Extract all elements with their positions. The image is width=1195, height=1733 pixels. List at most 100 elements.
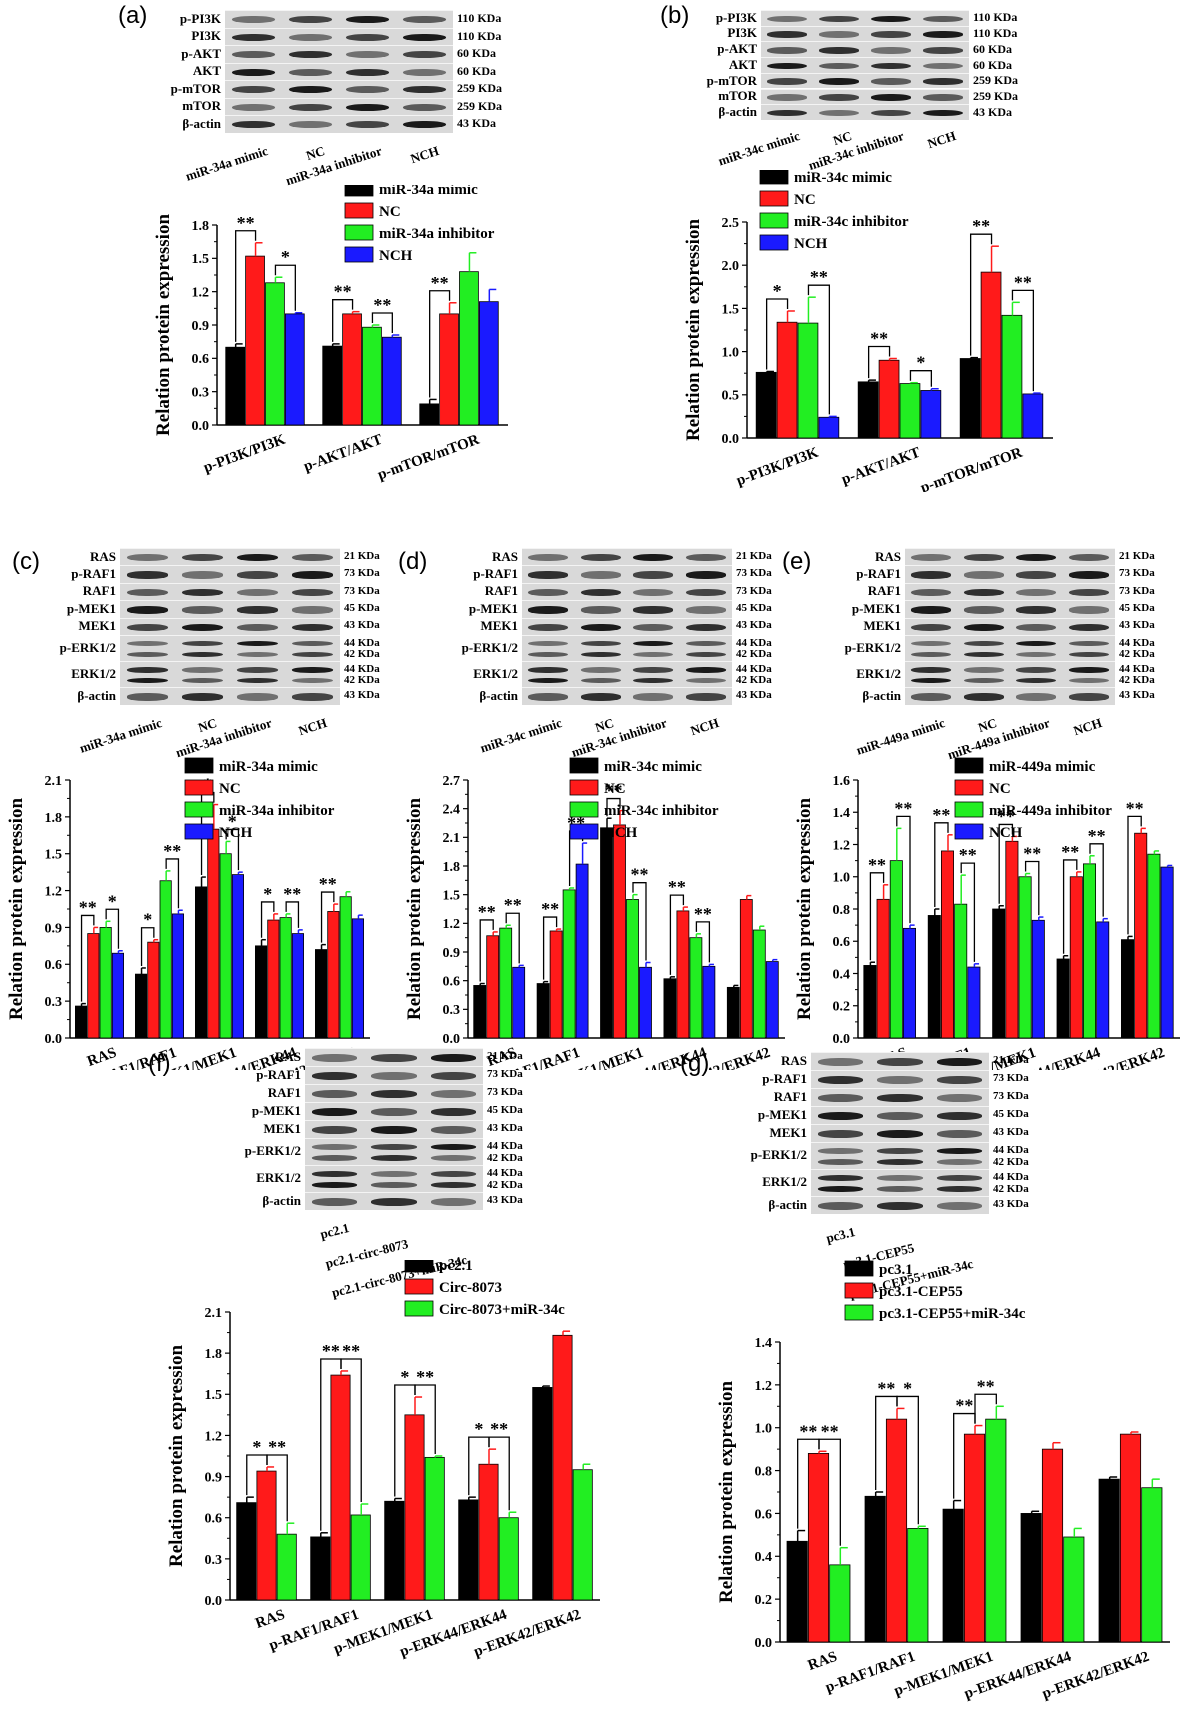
significance-bracket: **: [997, 806, 1015, 904]
significance-label: **: [1023, 844, 1041, 864]
bar: [663, 978, 677, 1039]
blot-row-label: RAF1: [484, 583, 518, 599]
blot-kda-label: 60 KDa: [973, 57, 1012, 72]
y-tick-label: 0.0: [722, 432, 740, 447]
blot-row-label: p-ERK1/2: [844, 639, 901, 655]
blot-kda-label: 21 KDa: [736, 549, 772, 562]
blot-band: [936, 1186, 982, 1193]
bar: [111, 952, 125, 1039]
blot-band: [1016, 640, 1057, 647]
bar: [1018, 876, 1032, 1039]
bar: [626, 899, 639, 1039]
blot-kda-label: 44 KDa: [993, 1143, 1029, 1156]
bar: [478, 301, 499, 426]
blot-band: [633, 554, 674, 562]
bar: [613, 824, 626, 1039]
y-tick-label: 1.2: [205, 1429, 223, 1444]
blot-strip: [305, 1084, 483, 1102]
bar: [1120, 939, 1134, 1039]
blot-kda-label: 110 KDa: [973, 26, 1018, 41]
blot-band: [402, 68, 447, 76]
legend-swatch: [184, 779, 214, 796]
blot-kda-label: 73 KDa: [344, 567, 380, 580]
bar: [807, 1453, 830, 1643]
blot-band: [345, 121, 390, 129]
bar: [575, 863, 589, 1039]
bar-chart: 0.0 0.2 0.4 0.6 0.8 1.0 1.2 1.4 Relation protein…: [716, 1260, 1170, 1702]
bar: [980, 271, 1002, 439]
y-tick-label: 0.6: [833, 935, 851, 950]
blot-band: [236, 666, 279, 673]
blot-band: [1068, 571, 1109, 579]
blot-band: [126, 588, 169, 597]
blot-kda-label: 44 KDa: [736, 662, 772, 675]
blot-row-label: p-MEK1: [66, 600, 116, 616]
blot-kda-label: 73 KDa: [736, 584, 772, 597]
bar-chart: 0.0 0.3 0.6 0.9 1.2 1.5 1.8 2.1 Relation protein…: [6, 757, 370, 1070]
significance-label: **: [977, 1376, 995, 1396]
significance-label: **: [894, 798, 912, 818]
bar: [907, 1528, 929, 1643]
significance-bracket: **: [959, 845, 977, 962]
legend-swatch: [844, 1282, 874, 1299]
blot-band: [767, 62, 807, 70]
blot-band: [430, 1072, 476, 1080]
bar: [284, 313, 305, 426]
bar: [676, 910, 690, 1039]
blot-band: [633, 623, 674, 631]
blot-row-label: β-actin: [862, 687, 901, 703]
significance-bracket: *: [225, 811, 240, 871]
significance-bracket: **: [1126, 798, 1144, 935]
significance-label: **: [334, 282, 352, 302]
blot-band: [936, 1130, 982, 1138]
blot-band: [685, 666, 726, 673]
legend-label: miR-449a inhibitor: [989, 803, 1112, 819]
significance-label: **: [959, 845, 977, 865]
blot-strip: [905, 582, 1115, 601]
blot-strip: [811, 1169, 989, 1196]
blot-strip: [305, 1120, 483, 1138]
blot-band: [231, 121, 276, 129]
bar: [797, 322, 819, 439]
blot-strip: [761, 88, 969, 105]
bar: [458, 1499, 479, 1601]
panel-label: (g): [680, 1050, 710, 1077]
y-tick-label: 1.2: [45, 884, 63, 899]
bar: [702, 965, 716, 1039]
panel-label: (b): [660, 2, 690, 29]
blot-strip: [120, 600, 340, 618]
blot-strip: [225, 97, 453, 115]
bar: [639, 966, 652, 1039]
blot-kda-label: 259 KDa: [457, 98, 502, 113]
blot-strip: [905, 565, 1115, 583]
blot-band: [819, 109, 859, 117]
y-tick-label: 2.7: [443, 774, 461, 789]
blot-kda-label: 44 KDa: [487, 1139, 523, 1152]
panel-label: (f): [148, 1050, 171, 1077]
legend-swatch: [184, 823, 214, 840]
blot-band: [877, 1202, 923, 1210]
blot-band: [1068, 666, 1109, 673]
y-tick-label: 1.4: [833, 806, 851, 821]
blot-band: [580, 606, 621, 614]
bar: [351, 918, 364, 1039]
x-category-label: p-AKT/AKT: [840, 445, 923, 488]
y-tick-label: 2.5: [722, 216, 740, 231]
blot-strip: [305, 1165, 483, 1192]
legend-label: NC: [604, 781, 626, 797]
significance-label: **: [283, 884, 301, 904]
blot-band: [528, 640, 569, 647]
bar: [726, 986, 740, 1039]
panel-label: (c): [12, 548, 40, 575]
blot-row-label: PI3K: [727, 25, 757, 41]
bar: [942, 1508, 964, 1643]
blot-strip: [225, 10, 453, 28]
blot-kda-label: 42 KDa: [993, 1182, 1029, 1195]
blot-band: [1016, 666, 1057, 673]
legend-swatch: [759, 170, 789, 185]
legend-swatch: [954, 801, 984, 818]
bar: [362, 326, 382, 426]
blot-band: [231, 51, 276, 59]
blot-band: [126, 623, 169, 631]
blot-kda-label: 42 KDa: [736, 674, 772, 687]
